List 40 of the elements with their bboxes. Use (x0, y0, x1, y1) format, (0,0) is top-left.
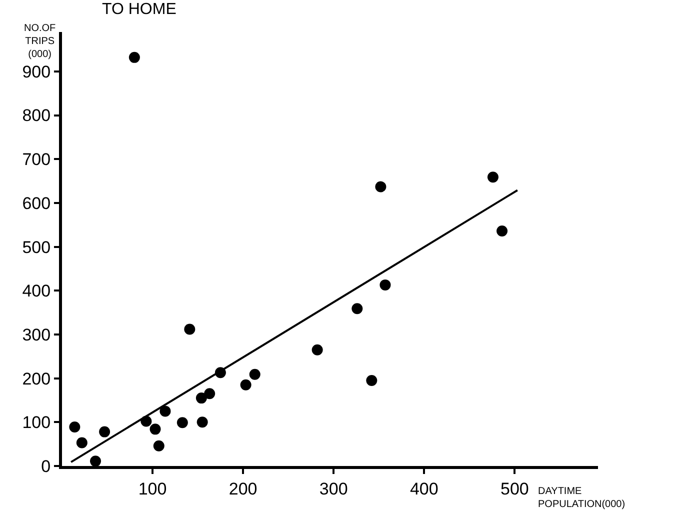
point (176, 417, 188, 428)
x-tick-label: 300 (319, 479, 348, 498)
point (76, 437, 88, 448)
point (366, 375, 378, 386)
point (196, 416, 208, 428)
y-tick-label: 900 (22, 62, 51, 82)
point (487, 172, 498, 183)
x-tick-label: 200 (228, 479, 258, 498)
point (196, 392, 207, 404)
point (240, 379, 252, 390)
x-axis-title: DAYTIME POPULATION(000) (538, 486, 626, 510)
x-tick-label: 500 (500, 479, 529, 498)
y-axis-title: NO.OF TRIPS (000) (24, 23, 56, 60)
y-tick-label: 0 (41, 456, 51, 476)
y-tick-label: 600 (22, 194, 51, 213)
point (69, 421, 80, 432)
point (375, 181, 386, 192)
x-tick-label: 400 (410, 479, 438, 498)
point (153, 440, 164, 452)
y-tick-label: 200 (22, 369, 51, 388)
point (160, 406, 171, 417)
y-tick-label: 400 (22, 282, 51, 301)
point (380, 279, 391, 290)
y-tick-label: 800 (22, 106, 51, 126)
point (496, 226, 508, 237)
point (352, 303, 363, 314)
y-tick-label: 500 (22, 238, 51, 257)
point (249, 368, 260, 380)
y-tick-label: 700 (22, 150, 51, 170)
y-tick-label: 100 (22, 413, 51, 432)
point (184, 324, 196, 335)
chart-title: TO HOME (102, 1, 176, 18)
point (204, 388, 216, 400)
point (128, 52, 140, 63)
y-tick-label: 300 (22, 325, 51, 344)
point (312, 344, 323, 356)
point (99, 426, 110, 438)
x-tick-label: 100 (138, 479, 167, 498)
point (90, 456, 101, 466)
point (150, 424, 161, 435)
